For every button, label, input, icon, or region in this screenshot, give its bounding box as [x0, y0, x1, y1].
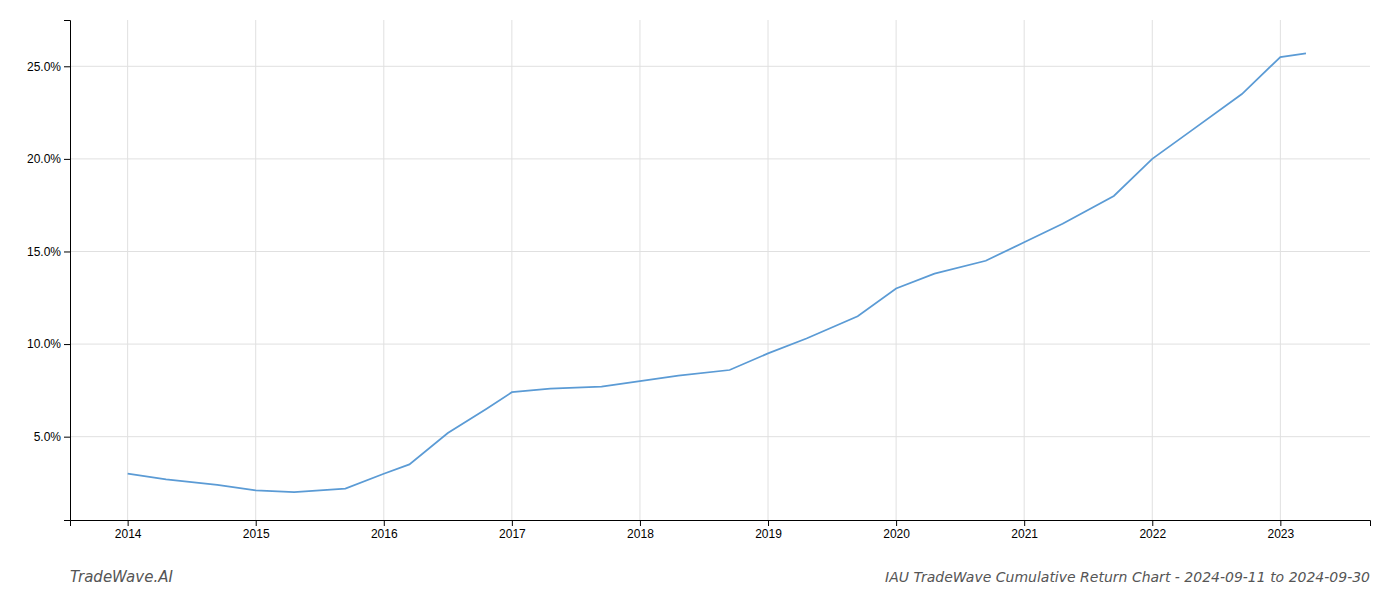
y-tick-mark	[64, 251, 70, 252]
x-tick-mark	[640, 520, 641, 526]
x-axis: 2014 2015 2016 2017 2018 2019 2020 2021 2022 2023	[71, 520, 1371, 541]
grid-line	[896, 20, 897, 520]
x-tick: 2023	[1267, 520, 1294, 541]
y-tick: 5.0%	[34, 430, 70, 444]
x-tick-mark	[128, 520, 129, 526]
chart: 2014 2015 2016 2017 2018 2019 2020 2021 2022 2023…	[0, 0, 1400, 600]
y-tick-label: 10.0%	[27, 337, 61, 351]
grid-line	[511, 20, 512, 520]
x-tick-label: 2023	[1267, 527, 1294, 541]
grid-line	[70, 251, 1370, 252]
y-axis-line	[64, 21, 71, 521]
x-tick-mark	[256, 520, 257, 526]
grid-line	[70, 436, 1370, 437]
y-tick-mark	[64, 344, 70, 345]
grid-line	[1152, 20, 1153, 520]
x-tick: 2017	[499, 520, 526, 541]
x-axis-line	[71, 521, 1371, 527]
y-tick-mark	[64, 66, 70, 67]
y-tick: 25.0%	[27, 60, 70, 74]
x-tick-label: 2015	[243, 527, 270, 541]
x-tick: 2014	[115, 520, 142, 541]
x-tick-label: 2016	[371, 527, 398, 541]
grid-line	[383, 20, 384, 520]
x-tick-label: 2020	[883, 527, 910, 541]
marks	[128, 53, 1306, 492]
x-tick-mark	[1152, 520, 1153, 526]
x-tick-label: 2014	[115, 527, 142, 541]
y-tick: 15.0%	[27, 245, 70, 259]
y-tick-label: 15.0%	[27, 245, 61, 259]
grid-line	[70, 66, 1370, 67]
x-tick-label: 2018	[627, 527, 654, 541]
y-tick-label: 20.0%	[27, 152, 61, 166]
x-tick-label: 2017	[499, 527, 526, 541]
grid-line	[255, 20, 256, 520]
x-tick-label: 2019	[755, 527, 782, 541]
grid-line	[768, 20, 769, 520]
x-tick-mark	[512, 520, 513, 526]
y-tick: 10.0%	[27, 337, 70, 351]
y-tick-label: 5.0%	[34, 430, 62, 444]
grid-line	[70, 344, 1370, 345]
y-axis: 5.0% 10.0% 15.0% 20.0% 25.0%	[27, 21, 71, 521]
x-tick: 2016	[371, 520, 398, 541]
grid-line	[70, 158, 1370, 159]
x-tick-mark	[896, 520, 897, 526]
line	[128, 53, 1306, 492]
grid	[70, 20, 1370, 520]
x-tick-label: 2021	[1011, 527, 1038, 541]
x-tick: 2021	[1011, 520, 1038, 541]
x-tick: 2020	[883, 520, 910, 541]
y-tick-label: 25.0%	[27, 60, 61, 74]
grid-line	[1024, 20, 1025, 520]
x-tick: 2018	[627, 520, 654, 541]
y-tick: 20.0%	[27, 152, 70, 166]
x-tick: 2015	[243, 520, 270, 541]
grid-line	[1280, 20, 1281, 520]
x-tick-mark	[1280, 520, 1281, 526]
grid-line	[127, 20, 128, 520]
x-tick-mark	[384, 520, 385, 526]
grid-line	[639, 20, 640, 520]
watermark: TradeWave.AI	[70, 568, 173, 586]
y-tick-mark	[64, 159, 70, 160]
x-tick: 2019	[755, 520, 782, 541]
y-tick-mark	[64, 437, 70, 438]
x-tick-mark	[1024, 520, 1025, 526]
x-tick-mark	[768, 520, 769, 526]
x-tick: 2022	[1139, 520, 1166, 541]
x-tick-label: 2022	[1139, 527, 1166, 541]
plot: 2014 2015 2016 2017 2018 2019 2020 2021 2022 2023…	[27, 20, 1371, 541]
title: IAU TradeWave Cumulative Return Chart - …	[885, 569, 1370, 585]
